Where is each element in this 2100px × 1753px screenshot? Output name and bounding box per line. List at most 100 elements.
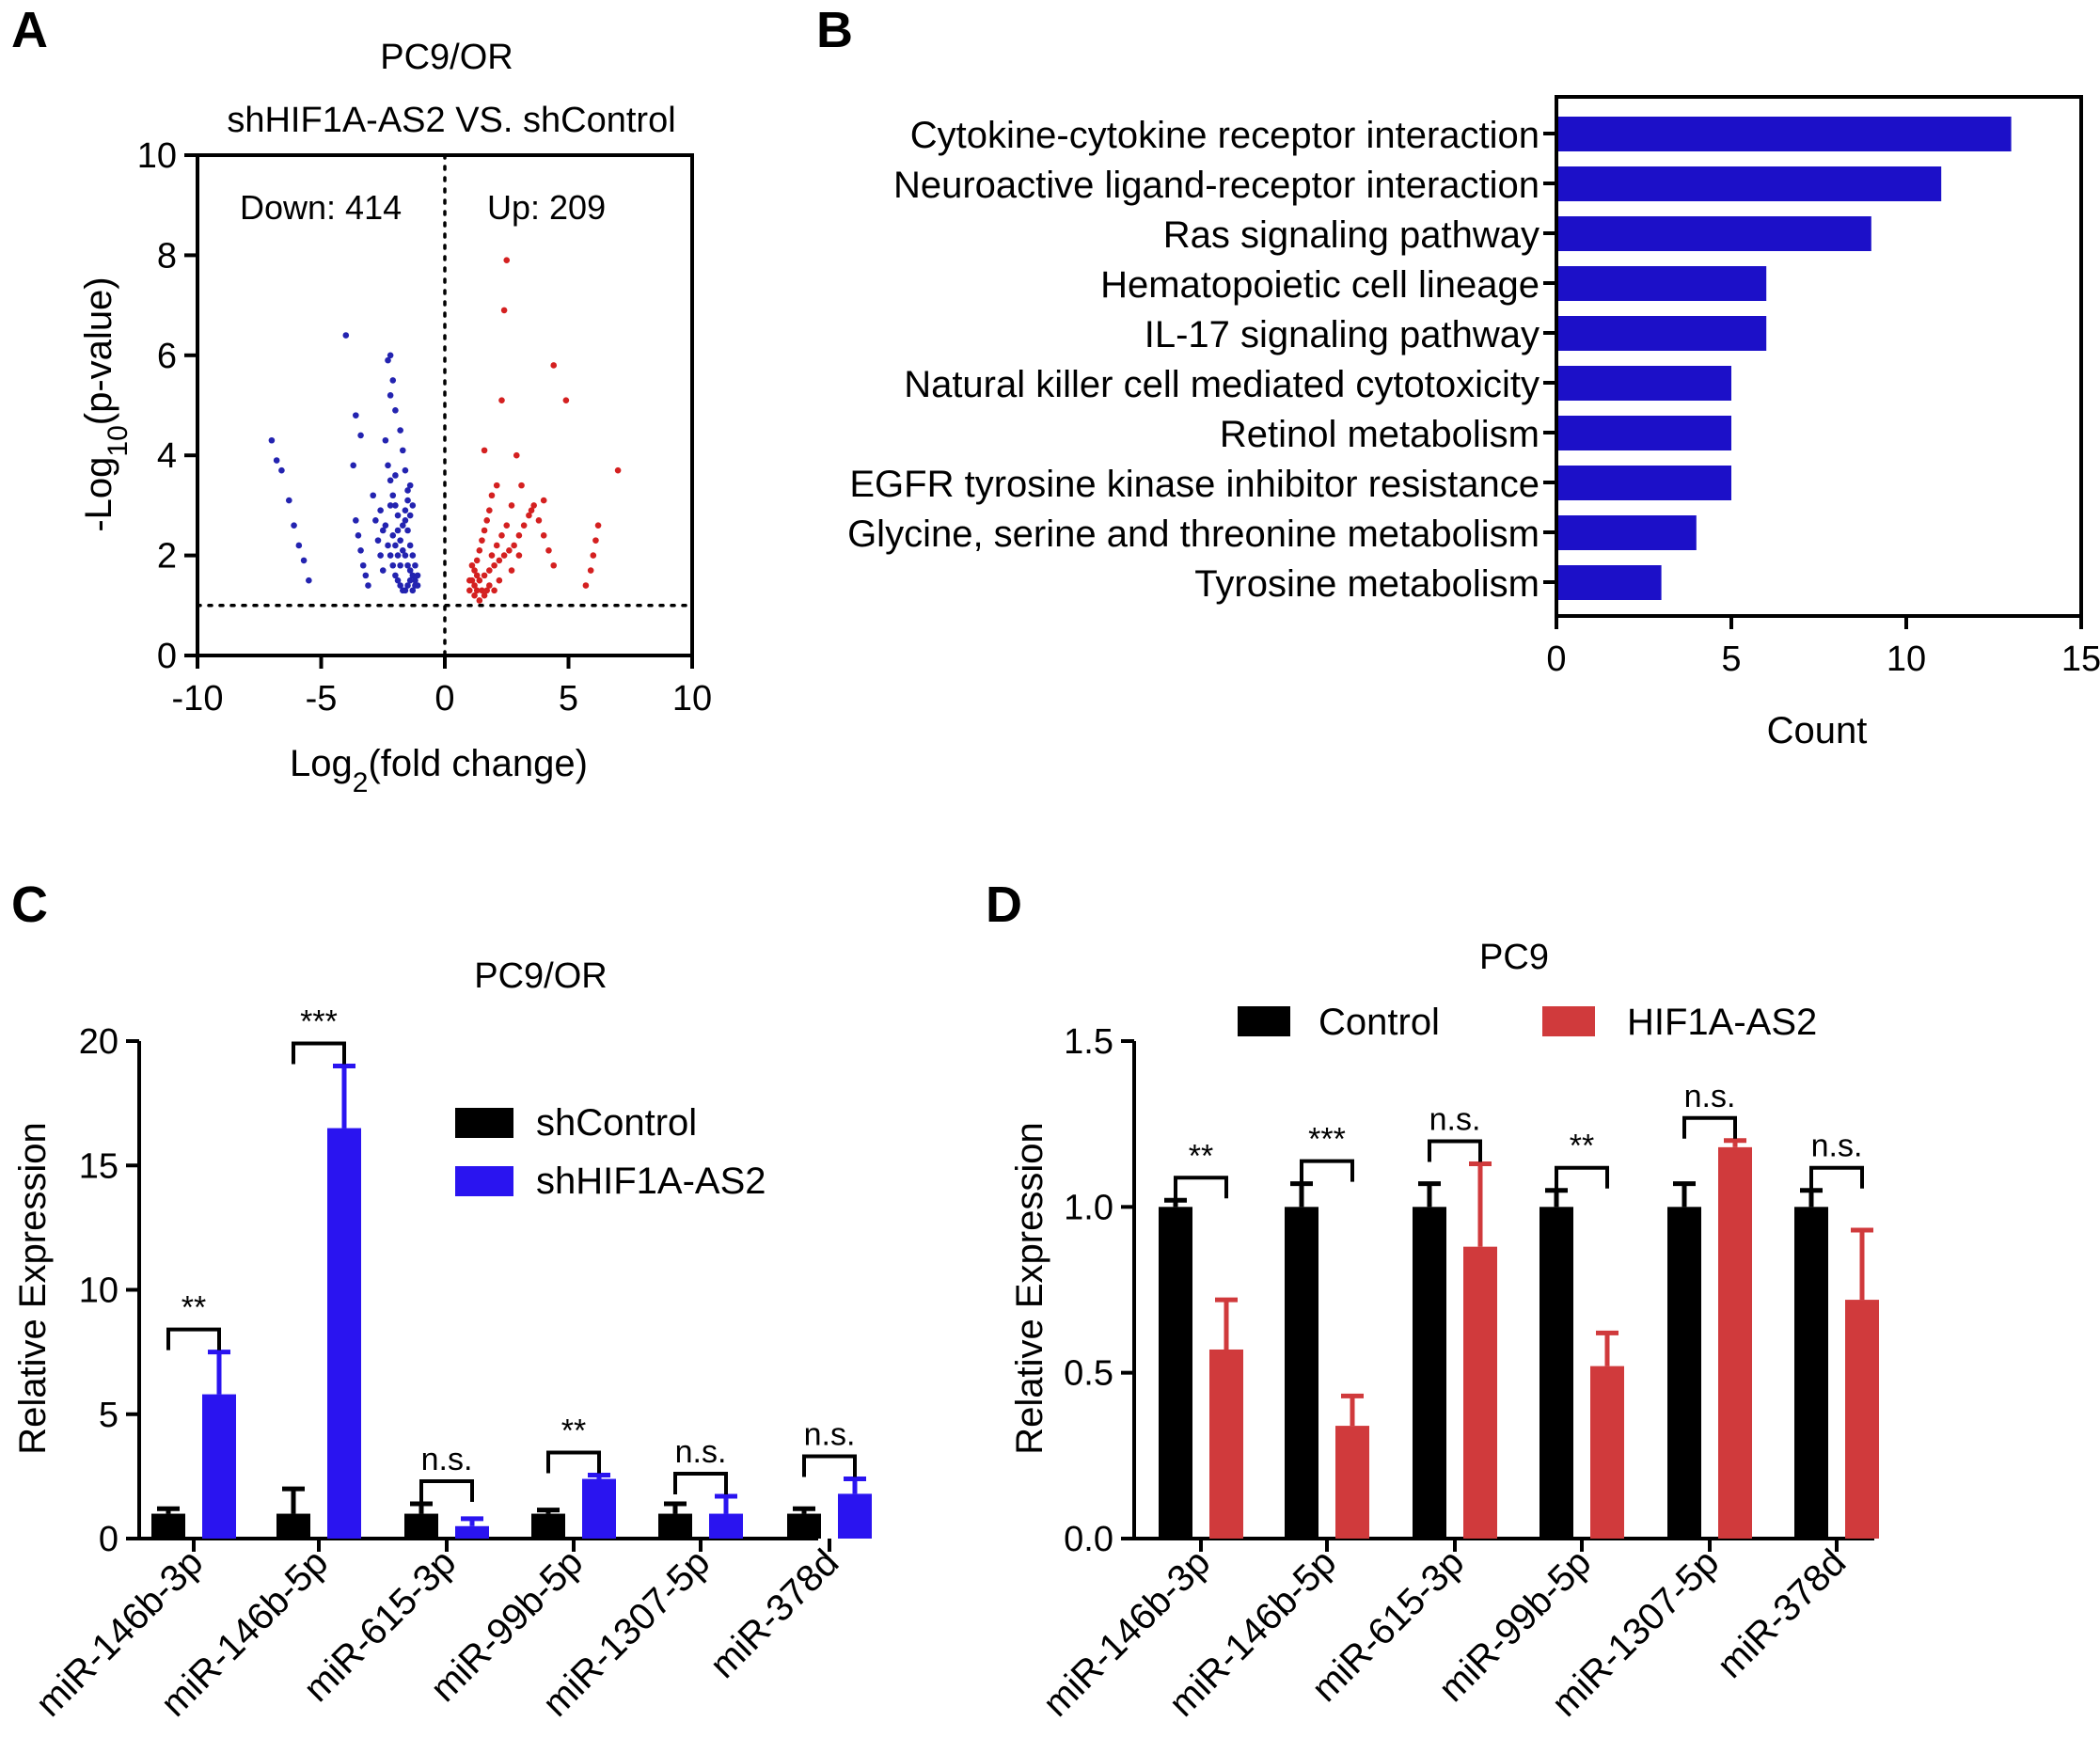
kegg-frame [1555,95,2083,618]
pc9-bar-treatment [1209,1349,1243,1539]
panel-letter-b: B [816,2,853,58]
volcano-point-down [357,432,364,439]
volcano-point-up [493,482,500,489]
pc9-significance-label: n.s. [1811,1129,1863,1164]
pc9or-y-tick-label: 10 [79,1271,118,1311]
volcano-point-down [389,492,397,499]
volcano-point-up [476,597,483,604]
volcano-point-down [300,557,308,564]
volcano-x-tick-label: 10 [672,679,712,719]
volcano-point-up [540,497,547,504]
kegg-bar [1558,366,1731,401]
pc9-significance-label: ** [1189,1138,1213,1174]
volcano-up-count: Up: 209 [487,188,606,227]
pc9-bar-control [1539,1207,1573,1539]
volcano-point-down [389,377,397,384]
volcano-point-up [614,466,622,474]
volcano-point-down [268,436,276,444]
kegg-category-label: Glycine, serine and threonine metabolism [847,513,1539,555]
legend-swatch-shcontrol [455,1108,513,1138]
pc9-y-axis-label: Relative Expression [1009,1122,1050,1455]
volcano-point-down [409,552,417,559]
volcano-point-up [540,532,547,539]
volcano-point-up [515,532,523,539]
volcano-point-up [503,257,511,264]
volcano-point-up [496,557,503,564]
pc9or-bar-treatment [838,1493,872,1539]
kegg-x-tick-label: 5 [1721,640,1741,679]
volcano-point-down [379,567,387,574]
volcano-point-up [473,572,481,579]
volcano-y-tick-label: 2 [157,537,177,576]
volcano-point-up [587,567,594,574]
volcano-point-down [387,552,394,559]
volcano-point-up [473,587,481,594]
volcano-point-down [414,572,421,579]
kegg-category-label: Cytokine-cytokine receptor interaction [910,115,1539,156]
volcano-point-down [374,537,382,544]
volcano-x-tick-label: -10 [172,679,224,719]
volcano-point-down [291,522,297,529]
kegg-category-label: IL-17 signaling pathway [1145,314,1539,355]
pc9or-significance-label: ** [182,1290,206,1326]
kegg-bar [1558,117,2012,151]
volcano-point-down [406,542,414,549]
kegg-category-label: EGFR tyrosine kinase inhibitor resistanc… [849,464,1539,505]
pc9-bar-treatment [1335,1426,1369,1539]
volcano-point-up [498,397,505,403]
volcano-point-down [306,576,312,584]
volcano-point-up [562,397,570,403]
volcano-point-up [508,502,515,509]
volcano-y-tick-label: 0 [157,637,177,676]
volcano-point-up [476,546,483,554]
volcano-x-axis-label: Log2(fold change) [290,743,588,798]
pc9or-significance-label: *** [300,1003,338,1039]
pc9or-significance-bracket [802,1454,857,1477]
volcano-x-tick-label: -5 [306,679,338,719]
pc9or-bar-control [658,1513,692,1539]
pc9or-significance-label: n.s. [804,1417,856,1453]
kegg-bar [1558,416,1731,450]
pc9-significance-label: n.s. [1684,1079,1736,1114]
volcano-point-down [394,576,402,584]
volcano-point-down [359,561,367,569]
pc9or-bar-control [151,1513,185,1539]
volcano-point-up [479,587,485,594]
kegg-x-tick-label: 15 [2061,640,2100,679]
pc9or-y-tick-label: 5 [99,1396,118,1435]
volcano-point-down [399,546,406,554]
pc9or-category-label: miR-378d [703,1541,847,1686]
volcano-point-up [515,552,523,559]
volcano-point-up [476,576,483,584]
panel-letter-c: C [11,876,48,933]
volcano-point-down [357,546,364,554]
legend-label-control: Control [1318,1002,1440,1043]
volcano-point-down [397,537,403,544]
kegg-x-tick-label: 10 [1887,640,1926,679]
kegg-category-label: Tyrosine metabolism [1194,563,1539,605]
volcano-point-down [278,466,285,474]
pc9-significance-bracket [1428,1139,1482,1162]
kegg-bar-panel: Count Cytokine-cytokine receptor interac… [847,95,2100,751]
pc9or-bar-treatment [582,1478,616,1539]
pc9-bar-treatment [1590,1366,1624,1539]
volcano-point-up [545,546,552,554]
pc9-bar-control [1667,1207,1701,1539]
volcano-point-down [387,502,394,509]
volcano-point-up [491,587,497,594]
volcano-point-down [397,427,403,434]
volcano-y-tick-label: 6 [157,337,177,376]
volcano-point-down [402,507,409,514]
volcano-point-up [483,587,491,594]
volcano-point-down [353,412,359,419]
volcano-point-up [511,542,517,549]
volcano-point-down [385,462,391,469]
kegg-category-label: Neuroactive ligand-receptor interaction [893,165,1539,206]
pc9or-significance-bracket [292,1041,346,1065]
pc9-bar-treatment [1845,1300,1879,1539]
volcano-point-down [385,356,391,364]
volcano-point-up [528,507,535,514]
volcano-point-down [404,582,411,589]
volcano-point-down [394,527,402,534]
